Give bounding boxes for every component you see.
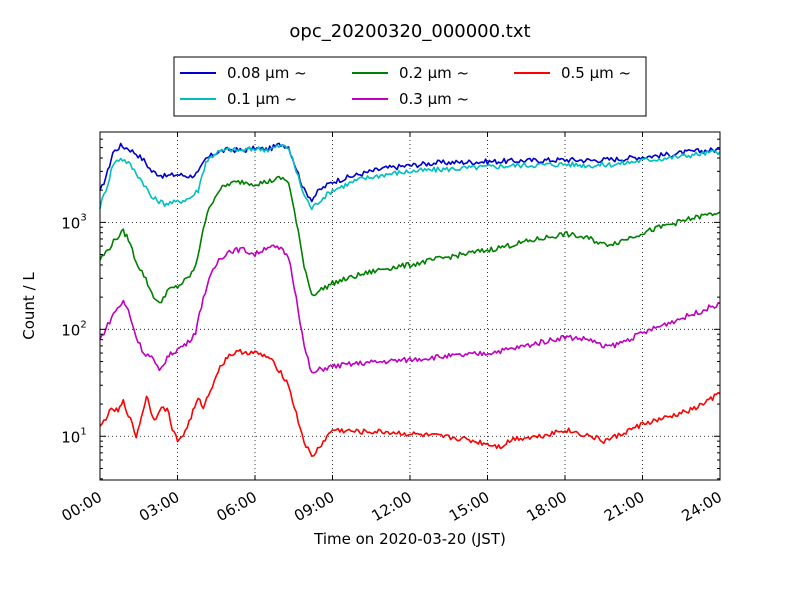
- x-tick-label: 21:00: [601, 488, 647, 525]
- x-tick-label: 00:00: [59, 488, 105, 525]
- series-line: [99, 144, 721, 211]
- x-axis-label: Time on 2020-03-20 (JST): [313, 530, 506, 548]
- series-line: [99, 142, 721, 203]
- x-tick-label: 18:00: [524, 488, 570, 525]
- y-tick-base: 10: [61, 321, 80, 339]
- y-tick-exponent: 1: [80, 426, 86, 437]
- series-line: [99, 348, 721, 457]
- y-tick-label: 103: [61, 212, 86, 232]
- x-tick-label: 12:00: [369, 488, 415, 525]
- y-tick-exponent: 3: [80, 212, 86, 223]
- x-tick-label: 24:00: [679, 488, 725, 525]
- x-ticks: 00:00 03:00 06:00 09:00 12:00 15:00 18:00 21:00…: [59, 132, 725, 525]
- series-line: [99, 175, 721, 304]
- series-line: [99, 244, 721, 374]
- y-tick-base: 10: [61, 428, 80, 446]
- legend-label: 0.5 μm ~: [561, 64, 631, 82]
- legend-box: [173, 56, 647, 117]
- x-tick-label: 15:00: [446, 488, 492, 525]
- legend-label: 0.3 μm ~: [399, 90, 469, 108]
- plot-lines: [99, 142, 721, 457]
- legend-label: 0.2 μm ~: [399, 64, 469, 82]
- y-axis-label: Count / L: [20, 272, 38, 340]
- legend-label: 0.1 μm ~: [227, 90, 297, 108]
- chart-title: opc_20200320_000000.txt: [289, 21, 530, 42]
- x-tick-label: 06:00: [214, 488, 260, 525]
- y-tick-label: 101: [61, 426, 86, 446]
- y-tick-base: 10: [61, 214, 80, 232]
- y-tick-exponent: 2: [80, 319, 86, 330]
- legend: 0.08 μm ~ 0.1 μm ~ 0.2 μm ~ 0.3 μm ~ 0.5 μm …: [173, 56, 647, 117]
- x-tick-label: 03:00: [136, 488, 182, 525]
- y-tick-label: 102: [61, 319, 86, 339]
- x-tick-label: 09:00: [291, 488, 337, 525]
- grid: [100, 132, 720, 480]
- legend-label: 0.08 μm ~: [227, 64, 307, 82]
